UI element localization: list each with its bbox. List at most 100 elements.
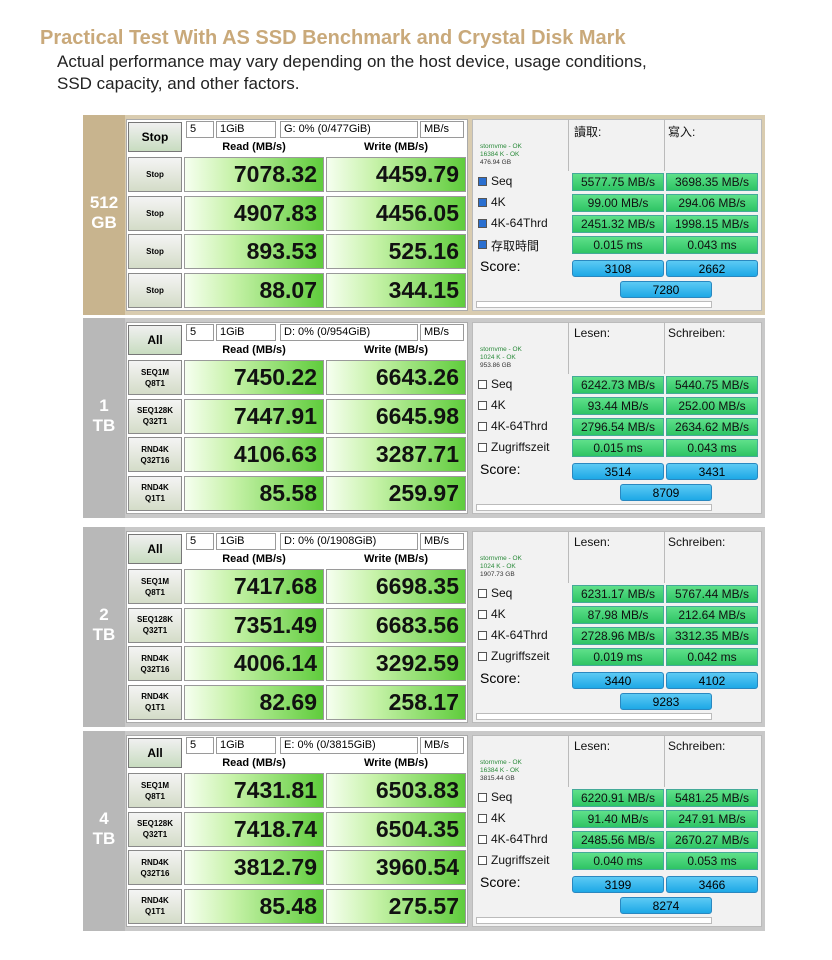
test-label: Q32T16 <box>140 868 170 878</box>
test-label: Stop <box>146 208 164 218</box>
read-header: Lesen: <box>574 739 611 753</box>
dropdown-drive[interactable]: D: 0% (0/954GiB) <box>280 324 418 341</box>
read-value: 5577.75 MB/s <box>572 173 664 191</box>
score-total: 9283 <box>620 693 712 710</box>
read-value: 7351.49 <box>184 607 324 643</box>
drive-info: 3815.44 GB <box>480 775 515 782</box>
dropdown-size[interactable]: 1GiB <box>216 324 276 341</box>
checkbox[interactable] <box>478 652 487 661</box>
test-name: Zugriffszeit <box>491 649 550 663</box>
write-value: 5767.44 MB/s <box>666 585 758 603</box>
checkbox[interactable] <box>478 835 487 844</box>
test-label: SEQ128K <box>136 819 174 828</box>
read-header: Read (MB/s) <box>222 344 286 356</box>
dropdown-unit[interactable]: MB/s <box>420 737 464 754</box>
test-label: Q32T16 <box>140 664 170 674</box>
test-button[interactable]: Stop <box>128 272 182 308</box>
test-button[interactable]: RND4K Q1T1 <box>128 475 182 511</box>
score-label: Score: <box>480 670 521 686</box>
dropdown-size[interactable]: 1GiB <box>216 533 276 550</box>
dropdown-count[interactable]: 5 <box>186 533 214 550</box>
read-value: 4006.14 <box>184 646 324 681</box>
read-value: 93.44 MB/s <box>572 397 664 415</box>
subtitle-line: Actual performance may vary depending on… <box>57 52 647 71</box>
checkbox[interactable] <box>478 610 487 619</box>
dropdown-unit[interactable]: MB/s <box>420 324 464 341</box>
capacity-strip <box>83 318 125 518</box>
checkbox[interactable] <box>478 443 487 452</box>
checkbox[interactable] <box>478 177 487 186</box>
checkbox[interactable] <box>478 198 487 207</box>
test-button[interactable]: SEQ1M Q8T1 <box>128 773 182 808</box>
dropdown-size[interactable]: 1GiB <box>216 737 276 754</box>
checkbox[interactable] <box>478 219 487 228</box>
test-name: Zugriffszeit <box>491 440 550 454</box>
read-value: 82.69 <box>184 684 324 720</box>
read-value: 99.00 MB/s <box>572 194 664 212</box>
checkbox[interactable] <box>478 631 487 640</box>
test-button[interactable]: Stop <box>128 157 182 192</box>
score-read: 3199 <box>572 876 664 893</box>
write-value: 344.15 <box>326 272 466 308</box>
checkbox[interactable] <box>478 401 487 410</box>
run-button[interactable]: Stop <box>128 122 182 152</box>
test-button[interactable]: SEQ128K Q32T1 <box>128 811 182 847</box>
run-button[interactable]: All <box>128 738 182 768</box>
test-label: Stop <box>146 247 164 256</box>
progress-bar <box>476 301 712 308</box>
dropdown-drive[interactable]: G: 0% (0/477GiB) <box>280 121 418 138</box>
test-name: 4K-64Thrd <box>491 419 548 433</box>
test-button[interactable]: RND4K Q1T1 <box>128 888 182 924</box>
write-value: 294.06 MB/s <box>666 194 758 212</box>
test-label: SEQ128K <box>136 615 174 624</box>
write-value: 0.053 ms <box>666 852 758 870</box>
test-name: 存取時間 <box>491 239 540 253</box>
test-label: Q8T1 <box>144 791 165 801</box>
read-value: 7450.22 <box>184 360 324 395</box>
drive-info: stornvme - OK <box>480 346 522 353</box>
dropdown-drive[interactable]: E: 0% (0/3815GiB) <box>280 737 418 754</box>
run-button[interactable]: All <box>128 325 182 355</box>
test-name: 4K <box>491 811 506 825</box>
read-value: 91.40 MB/s <box>572 810 664 828</box>
dropdown-size[interactable]: 1GiB <box>216 121 276 138</box>
dropdown-count[interactable]: 5 <box>186 737 214 754</box>
test-button[interactable]: Stop <box>128 234 182 269</box>
write-value: 275.57 <box>326 888 466 924</box>
dropdown-unit[interactable]: MB/s <box>420 121 464 138</box>
checkbox[interactable] <box>478 814 487 823</box>
test-button[interactable]: SEQ1M Q8T1 <box>128 569 182 604</box>
read-header: Lesen: <box>574 535 611 549</box>
drive-info: stornvme - OK <box>480 143 522 150</box>
read-value: 2451.32 MB/s <box>572 215 664 233</box>
checkbox[interactable] <box>478 589 487 598</box>
drive-info: 953.86 GB <box>480 362 512 369</box>
test-button[interactable]: RND4K Q32T16 <box>128 646 182 681</box>
checkbox[interactable] <box>478 240 487 249</box>
dropdown-unit[interactable]: MB/s <box>420 533 464 550</box>
test-button[interactable]: SEQ1M Q8T1 <box>128 360 182 395</box>
checkbox[interactable] <box>478 422 487 431</box>
dropdown-drive[interactable]: D: 0% (0/1908GiB) <box>280 533 418 550</box>
read-value: 6220.91 MB/s <box>572 789 664 807</box>
checkbox[interactable] <box>478 856 487 865</box>
test-button[interactable]: RND4K Q1T1 <box>128 684 182 720</box>
divider <box>568 119 569 171</box>
test-name: Seq <box>491 174 513 188</box>
test-name: 4K-64Thrd <box>491 832 548 846</box>
test-button[interactable]: Stop <box>128 195 182 231</box>
write-header: Write (MB/s) <box>364 344 428 356</box>
test-button[interactable]: SEQ128K Q32T1 <box>128 398 182 434</box>
dropdown-count[interactable]: 5 <box>186 324 214 341</box>
test-button[interactable]: RND4K Q32T16 <box>128 437 182 472</box>
run-button[interactable]: All <box>128 534 182 564</box>
test-button[interactable]: SEQ128K Q32T1 <box>128 607 182 643</box>
dropdown-count[interactable]: 5 <box>186 121 214 138</box>
checkbox[interactable] <box>478 793 487 802</box>
checkbox[interactable] <box>478 380 487 389</box>
write-value: 3287.71 <box>326 437 466 472</box>
test-label: RND4K <box>141 483 169 492</box>
score-total: 8274 <box>620 897 712 914</box>
test-button[interactable]: RND4K Q32T16 <box>128 850 182 885</box>
capacity-label: 512 <box>89 193 119 212</box>
